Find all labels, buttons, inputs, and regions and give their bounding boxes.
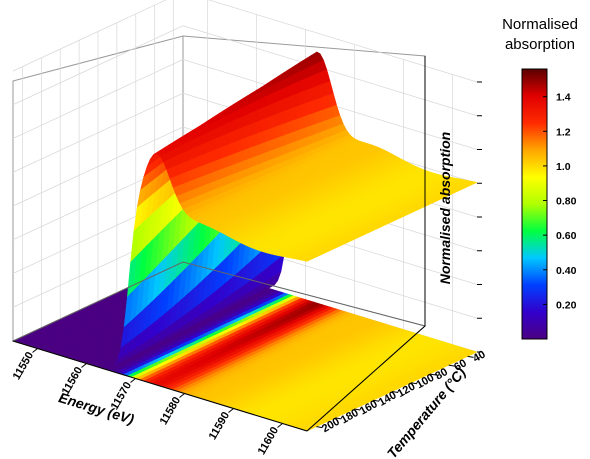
gridline xyxy=(182,25,478,117)
gridline xyxy=(207,0,478,83)
